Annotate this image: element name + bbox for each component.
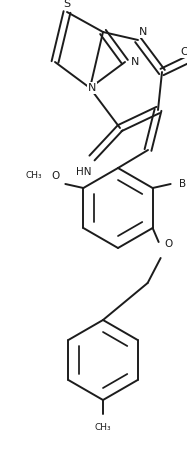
Text: O: O xyxy=(51,171,59,181)
Text: S: S xyxy=(63,0,70,9)
Text: HN: HN xyxy=(76,167,92,177)
Text: O: O xyxy=(165,239,173,249)
Text: CH₃: CH₃ xyxy=(95,424,111,433)
Text: CH₃: CH₃ xyxy=(25,172,42,181)
Text: N: N xyxy=(88,83,96,93)
Text: N: N xyxy=(131,57,139,67)
Text: Br: Br xyxy=(179,179,187,189)
Text: N: N xyxy=(139,27,147,37)
Text: O: O xyxy=(181,47,187,57)
